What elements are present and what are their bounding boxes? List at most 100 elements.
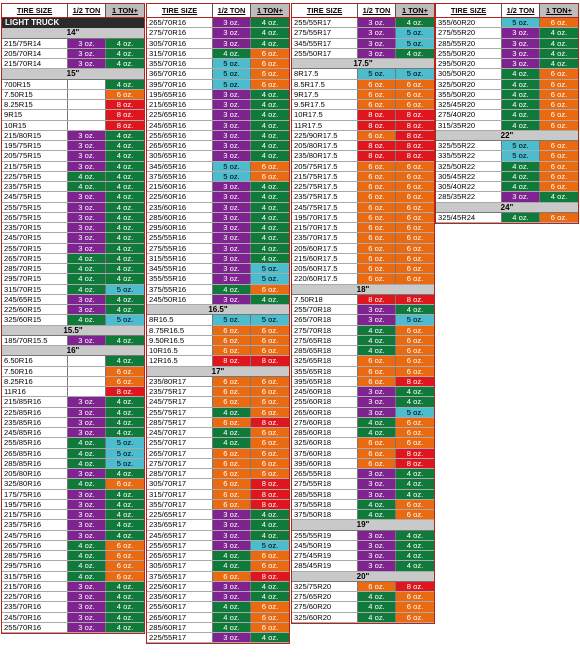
tire-size-cell: 355/70R17	[147, 499, 213, 509]
half-ton-amount: 8 oz.	[358, 120, 396, 130]
one-ton-amount: 6 oz.	[396, 233, 434, 243]
tire-size-cell: 315/55R16	[147, 253, 213, 263]
table-row: 375/50R18 4 oz. 6 oz.	[292, 510, 434, 521]
half-ton-amount: 4 oz.	[68, 540, 106, 550]
tire-table-column-4: TIRE SIZE 1/2 TON 1 TON+ 355/60R20 5 oz. 6 oz…	[435, 3, 579, 224]
table-row: 235/80R17.5 8 oz. 8 oz.	[292, 151, 434, 162]
tire-size-header: TIRE SIZE	[147, 4, 213, 17]
rim-size-section: 19"	[292, 520, 434, 531]
table-row: 225/75R15 4 oz. 4 oz.	[2, 171, 144, 182]
half-ton-amount: 3 oz.	[358, 387, 396, 397]
half-ton-header: 1/2 TON	[358, 4, 396, 17]
table-row: 9R17.5 6 oz. 6 oz.	[292, 89, 434, 100]
one-ton-amount: 6 oz.	[106, 561, 144, 571]
tire-size-cell: 265/70R17	[147, 448, 213, 458]
half-ton-amount: 4 oz.	[358, 592, 396, 602]
half-ton-header: 1/2 TON	[213, 4, 251, 17]
table-row: 285/35R22 3 oz. 4 oz.	[436, 192, 578, 203]
table-row: 275/65R18 4 oz. 6 oz.	[292, 335, 434, 346]
half-ton-amount: 4 oz.	[358, 428, 396, 438]
one-ton-amount: 8 oz.	[106, 100, 144, 110]
one-ton-amount: 6 oz.	[540, 141, 578, 151]
half-ton-amount: 3 oz.	[213, 141, 251, 151]
table-row: 255/55R19 3 oz. 4 oz.	[292, 530, 434, 541]
half-ton-amount: 6 oz.	[358, 264, 396, 274]
table-row: 285/60R16 3 oz. 4 oz.	[147, 212, 289, 223]
rim-size-section: 15.5"	[2, 325, 144, 336]
light-truck-banner: LIGHT TRUCK	[2, 18, 144, 29]
one-ton-amount: 8 oz.	[396, 141, 434, 151]
half-ton-amount: 4 oz.	[68, 479, 106, 489]
one-ton-amount: 6 oz.	[251, 551, 289, 561]
one-ton-amount: 8 oz.	[251, 479, 289, 489]
one-ton-amount: 6 oz.	[396, 100, 434, 110]
tire-size-cell: 285/55R20	[436, 38, 502, 48]
table-row: 325/65R18 6 oz. 6 oz.	[292, 356, 434, 367]
one-ton-amount: 6 oz.	[396, 223, 434, 233]
tire-size-cell: 375/55R18	[292, 499, 358, 509]
table-row: 315/75R16 4 oz. 6 oz.	[2, 571, 144, 582]
half-ton-amount: 3 oz.	[358, 407, 396, 417]
one-ton-amount: 8 oz.	[396, 448, 434, 458]
half-ton-amount: 5 oz.	[213, 59, 251, 69]
one-ton-amount: 6 oz.	[251, 335, 289, 345]
one-ton-amount: 4 oz.	[106, 202, 144, 212]
tire-size-cell: 275/65R18	[292, 335, 358, 345]
tire-size-cell: 255/60R18	[292, 397, 358, 407]
tire-size-cell: 225/65R16	[147, 110, 213, 120]
column-header: TIRE SIZE 1/2 TON 1 TON+	[292, 4, 434, 18]
one-ton-amount: 4 oz.	[251, 151, 289, 161]
one-ton-amount: 4 oz.	[106, 141, 144, 151]
tire-size-cell: 325/55R22	[436, 141, 502, 151]
tire-size-cell: 355/60R20	[436, 18, 502, 28]
tire-size-cell: 285/75R17	[147, 417, 213, 427]
table-row: 8.75R16.5 6 oz. 6 oz.	[147, 325, 289, 336]
tire-size-cell: 265/70R15	[2, 253, 68, 263]
one-ton-amount: 5 oz.	[251, 540, 289, 550]
table-row: 265/70R16 3 oz. 4 oz.	[147, 18, 289, 29]
half-ton-amount: 3 oz.	[358, 315, 396, 325]
one-ton-amount: 6 oz.	[540, 171, 578, 181]
tire-size-cell: 375/65R16	[147, 171, 213, 181]
tire-size-cell: 275/40R20	[436, 110, 502, 120]
tire-size-cell: 305/50R20	[436, 69, 502, 79]
half-ton-amount: 6 oz.	[358, 212, 396, 222]
half-ton-amount: 3 oz.	[68, 294, 106, 304]
half-ton-amount: 4 oz.	[358, 325, 396, 335]
one-ton-amount: 4 oz.	[106, 510, 144, 520]
one-ton-amount: 6 oz.	[251, 171, 289, 181]
table-row: 275/70R16 3 oz. 4 oz.	[147, 28, 289, 39]
half-ton-amount: 4 oz.	[68, 253, 106, 263]
tire-size-cell: 245/70R15	[2, 233, 68, 243]
table-row: 255/65R16 3 oz. 4 oz.	[147, 130, 289, 141]
tire-size-cell: 245/70R17	[147, 428, 213, 438]
one-ton-amount: 4 oz.	[251, 581, 289, 591]
one-ton-amount: 6 oz.	[396, 438, 434, 448]
one-ton-amount: 8 oz.	[396, 110, 434, 120]
table-row: 215/70R14 3 oz. 4 oz.	[2, 59, 144, 70]
tire-size-cell: 325/50R20	[436, 79, 502, 89]
half-ton-amount: 6 oz.	[213, 397, 251, 407]
one-ton-amount: 4 oz.	[106, 192, 144, 202]
table-row: 205/80R17.5 8 oz. 8 oz.	[292, 141, 434, 152]
tire-size-cell: 375/60R18	[292, 448, 358, 458]
one-ton-amount: 6 oz.	[396, 346, 434, 356]
half-ton-amount: 6 oz.	[213, 387, 251, 397]
tire-size-cell: 255/75R15	[2, 202, 68, 212]
tire-size-cell: 215/60R16	[147, 182, 213, 192]
tire-size-cell: 8R16.5	[147, 315, 213, 325]
tire-size-cell: 275/70R16	[147, 28, 213, 38]
one-ton-amount: 4 oz.	[251, 100, 289, 110]
tire-size-cell: 315/35R20	[436, 120, 502, 130]
tire-size-cell: 10R15	[2, 120, 68, 130]
rim-size-section: 17"	[147, 366, 289, 377]
tire-size-cell: 215/75R16	[2, 510, 68, 520]
half-ton-amount: 4 oz.	[213, 428, 251, 438]
tire-size-cell: 265/75R16	[2, 540, 68, 550]
tire-size-cell: 325/45R24	[436, 212, 502, 222]
table-row: 6.50R16 4 oz.	[2, 356, 144, 367]
half-ton-amount: 3 oz.	[68, 59, 106, 69]
one-ton-amount: 4 oz.	[251, 233, 289, 243]
table-row: 265/60R17 4 oz. 6 oz.	[147, 612, 289, 623]
tire-size-cell: 265/65R17	[147, 551, 213, 561]
